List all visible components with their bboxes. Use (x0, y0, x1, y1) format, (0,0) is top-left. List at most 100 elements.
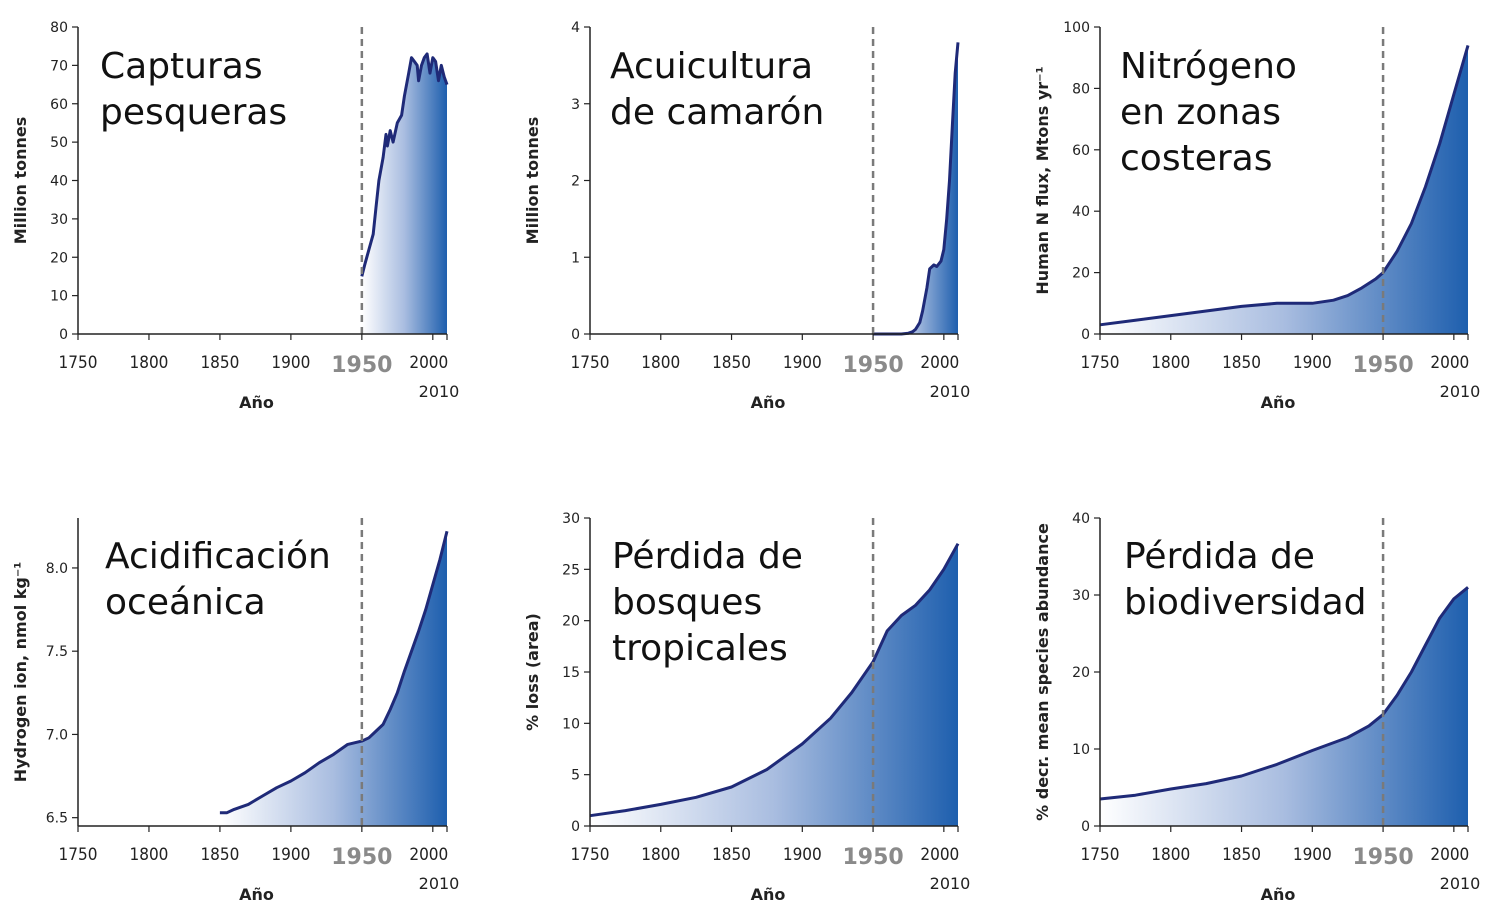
x-tick-label: 1900 (783, 353, 822, 373)
series-line (1099, 44, 1470, 327)
chart-title-line: de camarón (610, 92, 824, 133)
x-tick-label: 1750 (571, 845, 610, 865)
x-tick-label: 2010 (419, 874, 460, 893)
x-tick-label: 2000 (920, 845, 959, 865)
series-line (873, 42, 960, 336)
y-tick-label: 6.5 (46, 811, 68, 827)
y-axis-label: Human N flux, Mtons yr⁻¹ (1033, 66, 1052, 294)
chart-panel-5: 1750 1800 1850 1900 1950 2000 2010 0 5 10 15 20 25 30… (523, 511, 970, 903)
y-tick-label: 1 (571, 250, 580, 266)
x-tick-label: 1950 (842, 353, 903, 378)
x-axis-label: Año (751, 885, 786, 903)
x-axis-label: Año (239, 885, 274, 903)
chart-title-line: biodiversidad (1124, 582, 1367, 623)
x-tick-label: 1750 (571, 353, 610, 373)
y-tick-label: 20 (50, 250, 68, 266)
x-tick-label: 1900 (271, 353, 310, 373)
x-tick-label: 2010 (930, 874, 971, 893)
y-tick-label: 2 (571, 174, 580, 190)
series-line (360, 52, 449, 277)
y-tick-label: 3 (571, 97, 580, 113)
y-tick-label: 40 (1072, 204, 1090, 220)
chart-title-line: tropicales (612, 628, 788, 669)
area-fill (1100, 45, 1468, 335)
x-tick-label: 1950 (331, 845, 392, 870)
chart-panel-2: 1750 1800 1850 1900 1950 2000 2010 0 1 2 3 4 Million… (523, 20, 970, 412)
x-tick-label: 1800 (130, 845, 169, 865)
y-tick-label: 20 (562, 614, 580, 630)
y-tick-label: 60 (1072, 143, 1090, 159)
y-tick-label: 100 (1063, 20, 1090, 36)
x-tick-label: 2010 (419, 382, 460, 401)
x-tick-label: 1950 (1352, 353, 1413, 378)
x-tick-label: 2000 (1430, 845, 1469, 865)
x-tick-label: 1750 (1081, 845, 1120, 865)
x-tick-label: 2010 (1440, 382, 1481, 401)
y-tick-label: 5 (571, 768, 580, 784)
y-tick-label: 30 (562, 511, 580, 527)
y-axis-label: % loss (area) (523, 613, 542, 731)
y-axis-label: % decr. mean species abundance (1033, 523, 1052, 821)
y-tick-label: 7.0 (46, 727, 68, 743)
y-axis-label: Hydrogen ion, nmol kg⁻¹ (11, 562, 30, 783)
x-axis-label: Año (1261, 885, 1296, 903)
x-tick-label: 2010 (930, 382, 971, 401)
x-tick-label: 1800 (641, 845, 680, 865)
y-tick-label: 10 (50, 289, 68, 305)
y-tick-label: 8.0 (46, 561, 68, 577)
chart-title-line: Acidificación (105, 536, 331, 577)
chart-panel-6: 1750 1800 1850 1900 1950 2000 2010 0 10 20 30 40 % d… (1033, 511, 1480, 903)
x-tick-label: 2000 (920, 353, 959, 373)
chart-title-line: Acuicultura (610, 46, 813, 87)
chart-panel-3: 1750 1800 1850 1900 1950 2000 2010 0 20 40 60 80 100… (1033, 20, 1480, 412)
y-axis-label: Million tonnes (11, 117, 30, 245)
x-axis-label: Año (239, 393, 274, 412)
x-tick-label: 1800 (1151, 353, 1190, 373)
y-tick-label: 40 (50, 174, 68, 190)
chart-title-line: pesqueras (100, 92, 287, 133)
y-tick-label: 40 (1072, 511, 1090, 527)
x-tick-label: 1800 (1151, 845, 1190, 865)
y-axis-label: Million tonnes (523, 117, 542, 245)
chart-panel-4: 1750 1800 1850 1900 1950 2000 2010 6.5 7.0 7.5 8.0… (11, 518, 459, 903)
x-tick-label: 1950 (1352, 845, 1413, 870)
chart-panel-1: 1750 1800 1850 1900 1950 2000 2010 0 10 20 30 40 50 6… (11, 20, 459, 412)
y-tick-label: 30 (1072, 588, 1090, 604)
x-tick-label: 1750 (1081, 353, 1120, 373)
area-fill (361, 53, 447, 335)
area-fill (1100, 587, 1468, 826)
x-tick-label: 1900 (271, 845, 310, 865)
area-fill (873, 42, 958, 335)
series-line (589, 542, 960, 818)
chart-title-line: Pérdida de (1124, 536, 1315, 577)
y-tick-label: 20 (1072, 665, 1090, 681)
x-tick-label: 1850 (712, 845, 751, 865)
x-tick-label: 1850 (200, 353, 239, 373)
y-tick-label: 10 (562, 716, 580, 732)
x-tick-label: 1800 (641, 353, 680, 373)
chart-title-line: en zonas (1120, 92, 1281, 133)
y-tick-label: 20 (1072, 266, 1090, 282)
x-tick-label: 2000 (409, 353, 448, 373)
area-fill (590, 543, 958, 826)
y-tick-label: 10 (1072, 742, 1090, 758)
x-tick-label: 1750 (59, 353, 98, 373)
x-tick-label: 1850 (1222, 353, 1261, 373)
y-tick-label: 60 (50, 97, 68, 113)
x-tick-label: 1900 (783, 845, 822, 865)
y-tick-label: 30 (50, 212, 68, 228)
y-tick-label: 25 (562, 562, 580, 578)
x-tick-label: 1950 (842, 845, 903, 870)
chart-title-line: Capturas (100, 46, 263, 87)
x-tick-label: 1950 (331, 353, 392, 378)
area-fill (219, 531, 447, 826)
series-line (1099, 586, 1469, 801)
y-tick-label: 0 (1081, 327, 1090, 343)
y-tick-label: 70 (50, 58, 68, 74)
y-tick-label: 80 (1072, 81, 1090, 97)
x-axis-label: Año (751, 393, 786, 412)
y-tick-label: 0 (1081, 819, 1090, 835)
chart-title-line: oceánica (105, 582, 266, 623)
x-tick-label: 1850 (712, 353, 751, 373)
